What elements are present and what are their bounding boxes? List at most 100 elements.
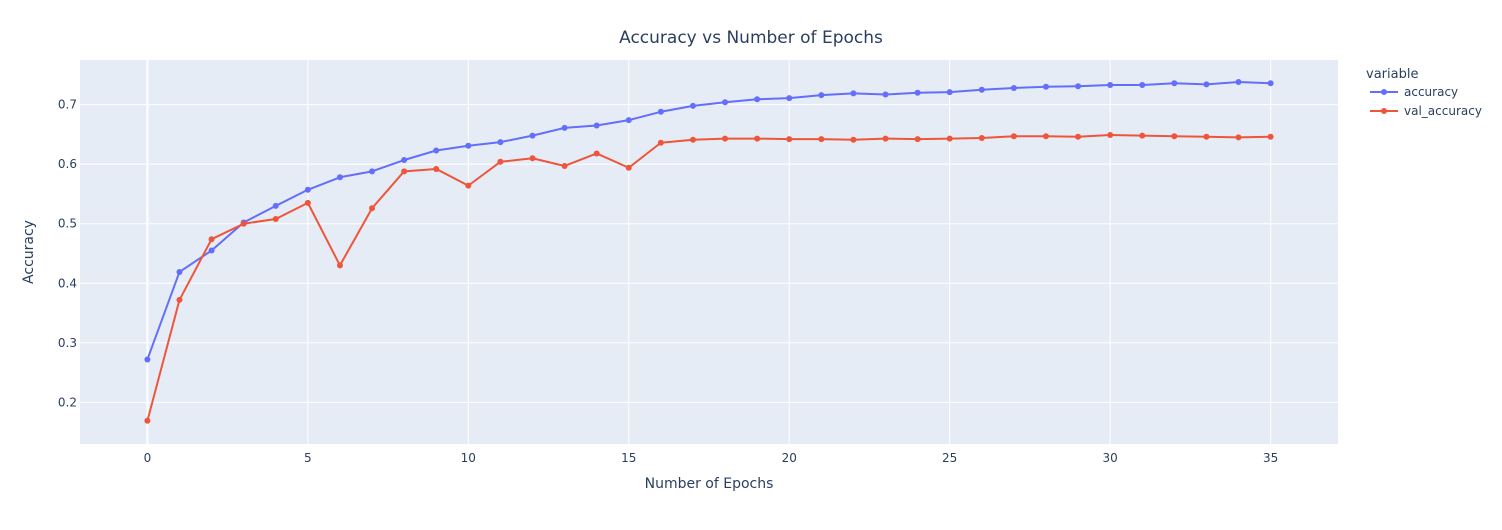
data-point-accuracy[interactable] bbox=[1235, 79, 1242, 86]
data-point-val_accuracy[interactable] bbox=[176, 296, 183, 303]
data-point-val_accuracy[interactable] bbox=[401, 168, 408, 175]
data-point-accuracy[interactable] bbox=[754, 96, 761, 103]
data-point-val_accuracy[interactable] bbox=[1075, 133, 1082, 140]
data-point-accuracy[interactable] bbox=[272, 202, 279, 209]
data-point-accuracy[interactable] bbox=[593, 122, 600, 129]
data-point-val_accuracy[interactable] bbox=[144, 417, 151, 424]
data-point-accuracy[interactable] bbox=[369, 168, 376, 175]
data-point-accuracy[interactable] bbox=[1107, 82, 1114, 89]
data-point-accuracy[interactable] bbox=[914, 89, 921, 96]
data-point-accuracy[interactable] bbox=[208, 247, 215, 254]
y-tick-label: 0.3 bbox=[58, 336, 77, 350]
data-point-val_accuracy[interactable] bbox=[1010, 133, 1017, 140]
data-point-accuracy[interactable] bbox=[497, 139, 504, 146]
plot-background bbox=[80, 60, 1338, 444]
data-point-accuracy[interactable] bbox=[850, 90, 857, 97]
data-point-val_accuracy[interactable] bbox=[625, 164, 632, 171]
data-point-val_accuracy[interactable] bbox=[689, 136, 696, 143]
y-axis-ticks: 0.2 0.3 0.4 0.5 0.6 0.7 bbox=[58, 98, 77, 410]
data-point-accuracy[interactable] bbox=[433, 147, 440, 154]
x-tick-label: 5 bbox=[304, 451, 312, 465]
y-tick-label: 0.7 bbox=[58, 98, 77, 112]
data-point-val_accuracy[interactable] bbox=[304, 199, 311, 206]
legend-title: variable bbox=[1366, 67, 1418, 82]
x-tick-label: 35 bbox=[1263, 451, 1278, 465]
data-point-val_accuracy[interactable] bbox=[946, 135, 953, 142]
data-point-accuracy[interactable] bbox=[1171, 80, 1178, 87]
series-group bbox=[144, 79, 1274, 424]
data-point-val_accuracy[interactable] bbox=[1235, 134, 1242, 141]
data-point-accuracy[interactable] bbox=[529, 132, 536, 139]
data-point-val_accuracy[interactable] bbox=[1139, 132, 1146, 139]
data-point-accuracy[interactable] bbox=[1010, 84, 1017, 91]
data-point-accuracy[interactable] bbox=[818, 92, 825, 99]
data-point-val_accuracy[interactable] bbox=[882, 135, 889, 142]
data-point-val_accuracy[interactable] bbox=[1203, 133, 1210, 140]
legend-items: accuracy val_accuracy bbox=[1370, 85, 1482, 118]
data-point-accuracy[interactable] bbox=[689, 102, 696, 109]
x-tick-label: 15 bbox=[621, 451, 636, 465]
chart-title: Accuracy vs Number of Epochs bbox=[619, 28, 883, 48]
data-point-accuracy[interactable] bbox=[946, 89, 953, 96]
data-point-val_accuracy[interactable] bbox=[208, 236, 215, 243]
y-tick-label: 0.6 bbox=[58, 157, 77, 171]
legend-label: val_accuracy bbox=[1404, 104, 1482, 118]
series-line-val_accuracy bbox=[146, 134, 1271, 422]
data-point-accuracy[interactable] bbox=[786, 95, 793, 102]
data-point-val_accuracy[interactable] bbox=[497, 158, 504, 165]
y-tick-label: 0.5 bbox=[58, 217, 77, 231]
data-point-val_accuracy[interactable] bbox=[722, 135, 729, 142]
data-point-val_accuracy[interactable] bbox=[754, 135, 761, 142]
x-tick-label: 10 bbox=[461, 451, 476, 465]
x-tick-label: 30 bbox=[1103, 451, 1118, 465]
data-point-accuracy[interactable] bbox=[304, 186, 311, 193]
data-point-accuracy[interactable] bbox=[401, 157, 408, 164]
data-point-accuracy[interactable] bbox=[1075, 83, 1082, 90]
data-point-accuracy[interactable] bbox=[1267, 80, 1274, 87]
data-point-val_accuracy[interactable] bbox=[978, 134, 985, 141]
data-point-val_accuracy[interactable] bbox=[1171, 133, 1178, 140]
data-point-accuracy[interactable] bbox=[1139, 82, 1146, 89]
data-point-accuracy[interactable] bbox=[657, 108, 664, 115]
x-tick-label: 25 bbox=[942, 451, 957, 465]
data-point-val_accuracy[interactable] bbox=[369, 205, 376, 212]
legend-swatch-marker bbox=[1381, 108, 1387, 114]
data-point-accuracy[interactable] bbox=[625, 117, 632, 124]
data-point-val_accuracy[interactable] bbox=[914, 136, 921, 143]
data-point-val_accuracy[interactable] bbox=[272, 215, 279, 222]
data-point-val_accuracy[interactable] bbox=[1042, 133, 1049, 140]
x-tick-label: 20 bbox=[782, 451, 797, 465]
y-tick-label: 0.2 bbox=[58, 395, 77, 409]
data-point-val_accuracy[interactable] bbox=[336, 262, 343, 269]
data-point-val_accuracy[interactable] bbox=[593, 150, 600, 157]
data-point-val_accuracy[interactable] bbox=[786, 136, 793, 143]
data-point-val_accuracy[interactable] bbox=[240, 220, 247, 227]
legend-swatch-marker bbox=[1381, 89, 1387, 95]
data-point-val_accuracy[interactable] bbox=[657, 139, 664, 146]
data-point-val_accuracy[interactable] bbox=[1267, 133, 1274, 140]
data-point-val_accuracy[interactable] bbox=[561, 162, 568, 169]
data-point-val_accuracy[interactable] bbox=[850, 136, 857, 143]
legend-item-val_accuracy[interactable]: val_accuracy bbox=[1370, 104, 1482, 118]
data-point-accuracy[interactable] bbox=[882, 91, 889, 98]
data-point-accuracy[interactable] bbox=[1042, 83, 1049, 90]
legend-item-accuracy[interactable]: accuracy bbox=[1370, 85, 1458, 99]
data-point-accuracy[interactable] bbox=[465, 142, 472, 149]
data-point-accuracy[interactable] bbox=[336, 174, 343, 181]
y-axis-title: Accuracy bbox=[21, 220, 37, 284]
x-axis-ticks: 0 5 10 15 20 25 30 35 bbox=[144, 451, 1279, 465]
x-tick-label: 0 bbox=[144, 451, 152, 465]
data-point-accuracy[interactable] bbox=[978, 86, 985, 93]
data-point-accuracy[interactable] bbox=[176, 268, 183, 275]
data-point-accuracy[interactable] bbox=[561, 124, 568, 131]
data-point-val_accuracy[interactable] bbox=[1107, 132, 1114, 139]
legend-label: accuracy bbox=[1404, 85, 1458, 99]
data-point-val_accuracy[interactable] bbox=[433, 165, 440, 172]
series-line-accuracy bbox=[146, 81, 1271, 360]
data-point-val_accuracy[interactable] bbox=[465, 182, 472, 189]
data-point-accuracy[interactable] bbox=[1203, 81, 1210, 88]
data-point-val_accuracy[interactable] bbox=[818, 136, 825, 143]
data-point-accuracy[interactable] bbox=[722, 99, 729, 106]
data-point-accuracy[interactable] bbox=[144, 356, 151, 363]
data-point-val_accuracy[interactable] bbox=[529, 155, 536, 162]
